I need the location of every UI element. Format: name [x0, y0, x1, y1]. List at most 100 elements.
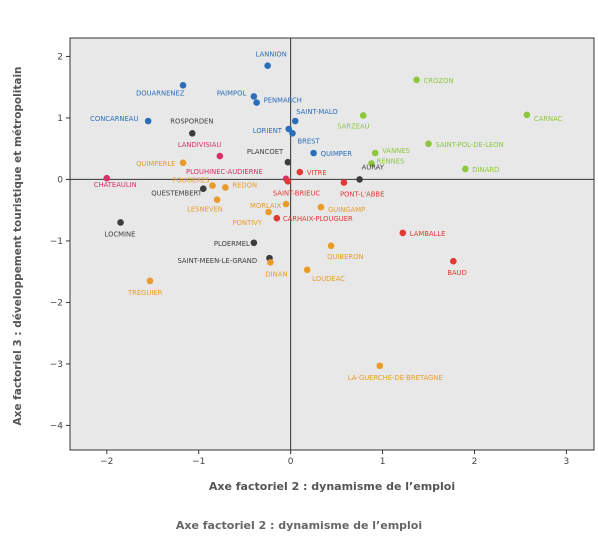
data-point — [317, 203, 325, 211]
point-label: SAINT-MALO — [296, 108, 338, 116]
point-label: LAMBALLE — [410, 230, 446, 238]
point-label: MORLAIX — [250, 202, 282, 210]
data-point — [425, 140, 432, 148]
data-point — [371, 149, 379, 157]
point-label: AURAY — [362, 163, 385, 171]
point-label: QUIBERON — [327, 253, 363, 261]
x-tick-label: 2 — [472, 457, 478, 467]
point-label: TREGUIER — [127, 289, 163, 297]
x-axis: −2 −1 0 1 2 3 — [100, 450, 569, 467]
data-point — [267, 259, 274, 266]
point-label: BREST — [297, 137, 320, 145]
data-point — [264, 62, 271, 69]
x-tick-label: 1 — [380, 457, 386, 467]
data-point — [461, 165, 469, 173]
data-point — [284, 158, 292, 166]
point-label: FOUGERES — [172, 177, 209, 185]
data-point — [216, 152, 224, 160]
data-point — [285, 125, 293, 133]
y-axis-title: Axe factoriel 3 : développement touristi… — [12, 66, 24, 425]
data-point — [250, 93, 258, 100]
point-label: BAUD — [447, 269, 467, 277]
point-label: VITRE — [307, 169, 327, 177]
data-point — [327, 242, 335, 250]
data-point — [368, 160, 375, 167]
data-point — [289, 130, 296, 137]
x-axis-title: Axe factoriel 2 : dynamisme de l’emploi — [209, 480, 455, 493]
x-tick-label: −1 — [192, 457, 205, 467]
point-label: PENMARCH — [264, 97, 302, 105]
point-label: CROZON — [424, 77, 454, 85]
data-point — [253, 99, 260, 106]
data-point — [376, 362, 384, 370]
point-label: GUINGAMP — [328, 206, 365, 214]
point-label: SAINT-MEEN-LE-GRAND — [177, 257, 257, 265]
point-label: LOUDEAC — [312, 275, 345, 283]
data-point — [265, 208, 272, 216]
reference-lines — [70, 38, 594, 450]
data-point — [282, 200, 290, 208]
y-tick-label: −3 — [50, 360, 63, 370]
data-point — [209, 182, 216, 189]
data-point — [144, 117, 152, 125]
data-point — [356, 176, 363, 183]
x-tick-label: −2 — [100, 457, 113, 467]
data-point — [179, 159, 187, 167]
point-label: QUIMPER — [321, 150, 353, 158]
data-point — [188, 130, 196, 137]
point-label: DOUARNENEZ — [136, 89, 185, 97]
x-tick-label: 3 — [564, 457, 570, 467]
point-label: PONT-L'ABBE — [340, 191, 384, 199]
data-point — [213, 196, 221, 204]
point-label: ROSPORDEN — [170, 117, 213, 125]
data-point — [523, 111, 531, 119]
chart-caption: Axe factoriel 2 : dynamisme de l’emploi — [175, 519, 423, 532]
point-label: SARZEAU — [337, 122, 369, 130]
point-label: QUESTEMBERT — [151, 190, 202, 198]
point-label: LA-GUERCHE-DE-BRETAGNE — [348, 374, 443, 382]
point-label: REDON — [232, 181, 257, 189]
data-point — [250, 239, 258, 247]
data-point — [450, 257, 457, 265]
point-label: VANNES — [382, 147, 410, 155]
y-tick-label: 2 — [57, 52, 63, 62]
point-label: LANNION — [256, 51, 287, 59]
data-point — [284, 177, 292, 185]
point-label: PONTIVY — [233, 219, 263, 227]
y-tick-label: −1 — [50, 237, 63, 247]
data-point — [399, 229, 407, 237]
point-label: SAINT-POL-DE-LEON — [436, 141, 504, 149]
point-label: DINAN — [265, 270, 287, 278]
point-label: PAIMPOL — [217, 89, 247, 97]
data-point — [117, 219, 124, 226]
y-tick-label: 1 — [57, 114, 63, 124]
point-label: PLOERMEL — [214, 240, 250, 248]
point-label: DINARD — [472, 166, 499, 174]
y-tick-label: −4 — [50, 421, 64, 431]
point-label: CONCARNEAU — [90, 115, 138, 123]
data-point — [103, 174, 111, 182]
data-point — [273, 214, 281, 222]
point-label: LOCMINE — [105, 230, 136, 238]
data-point — [291, 117, 299, 125]
data-point — [310, 149, 317, 157]
point-label: LESNEVEN — [187, 206, 223, 214]
point-label: SAINT-BRIEUC — [273, 189, 321, 197]
point-label: CARNAC — [534, 115, 563, 123]
point-label: CARHAIX-PLOUGUER — [283, 215, 353, 223]
point-label: PLOUHINEC-AUDIERNE — [186, 168, 263, 176]
x-tick-label: 0 — [288, 457, 294, 467]
data-point — [413, 76, 420, 84]
data-points — [103, 62, 531, 370]
data-point — [179, 82, 187, 89]
point-label: PLANCOET — [247, 148, 284, 156]
y-tick-label: −2 — [50, 298, 63, 308]
y-tick-label: 0 — [57, 175, 63, 185]
data-point — [303, 266, 311, 274]
data-point — [222, 184, 229, 191]
point-label: CHATEAULIN — [94, 181, 137, 189]
point-label: QUIMPERLE — [136, 160, 175, 168]
data-point — [340, 179, 348, 186]
data-point — [359, 112, 367, 119]
